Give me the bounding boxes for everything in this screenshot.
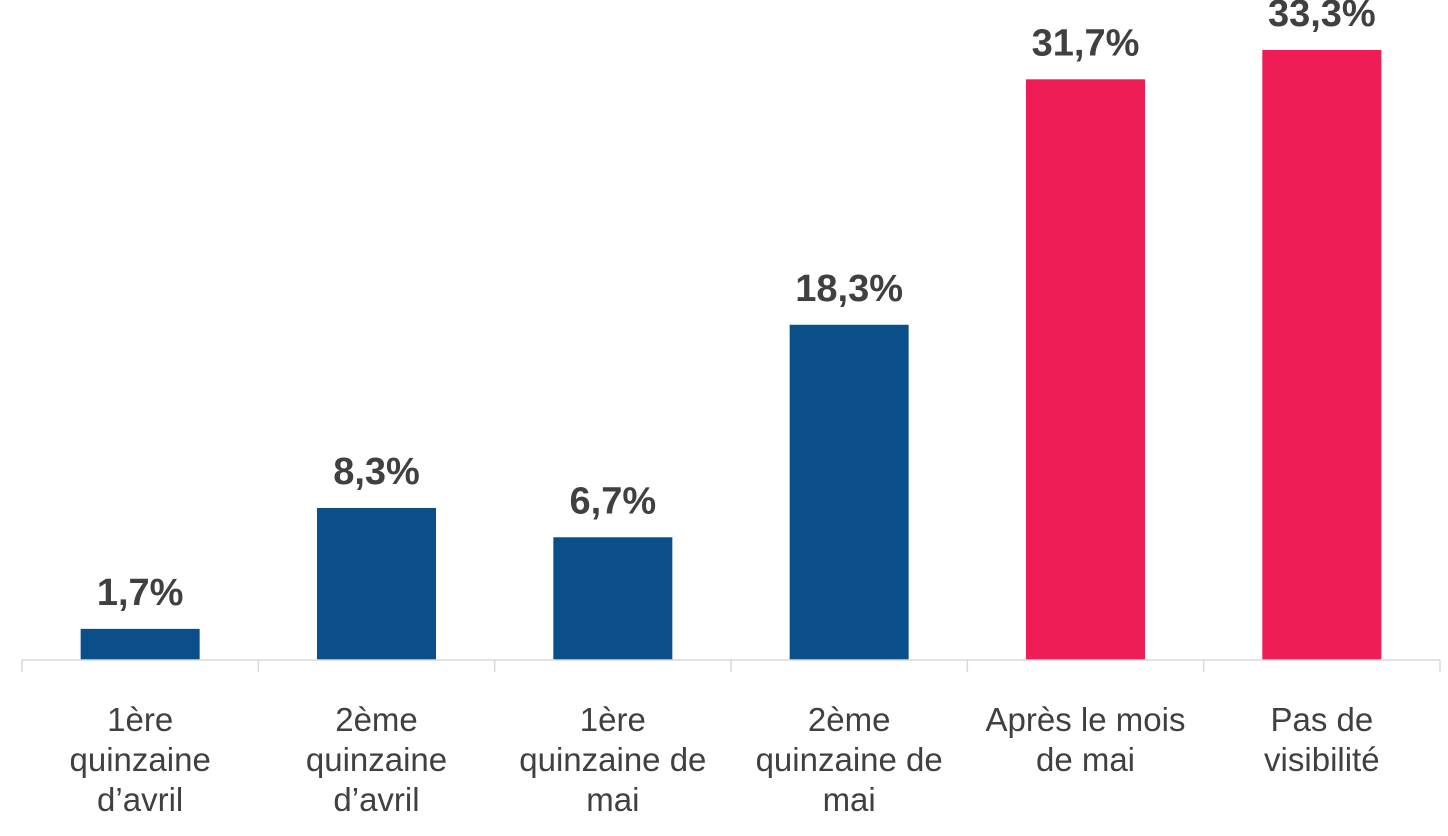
x-tick-label: 2ème quinzaine d’avril (305, 701, 448, 818)
bar (317, 507, 436, 660)
data-label: 18,3% (795, 268, 903, 310)
x-tick-label: 1ère quinzaine de mai (519, 701, 707, 818)
x-tick-label: Pas de visibilité (1264, 701, 1380, 778)
data-label: 33,3% (1268, 0, 1376, 35)
data-label: 1,7% (97, 572, 184, 614)
bar (1026, 79, 1145, 660)
x-tick-label: 1ère quinzaine d’avril (69, 701, 211, 818)
bar (553, 537, 673, 660)
x-tick-label: 2ème quinzaine de mai (755, 701, 943, 818)
data-label: 6,7% (570, 480, 657, 522)
data-label: 8,3% (333, 451, 420, 493)
bar (1262, 50, 1382, 660)
x-tick-label: Après le mois de mai (985, 701, 1186, 778)
bar (80, 628, 200, 660)
data-label: 31,7% (1032, 22, 1140, 64)
bar (789, 324, 909, 660)
